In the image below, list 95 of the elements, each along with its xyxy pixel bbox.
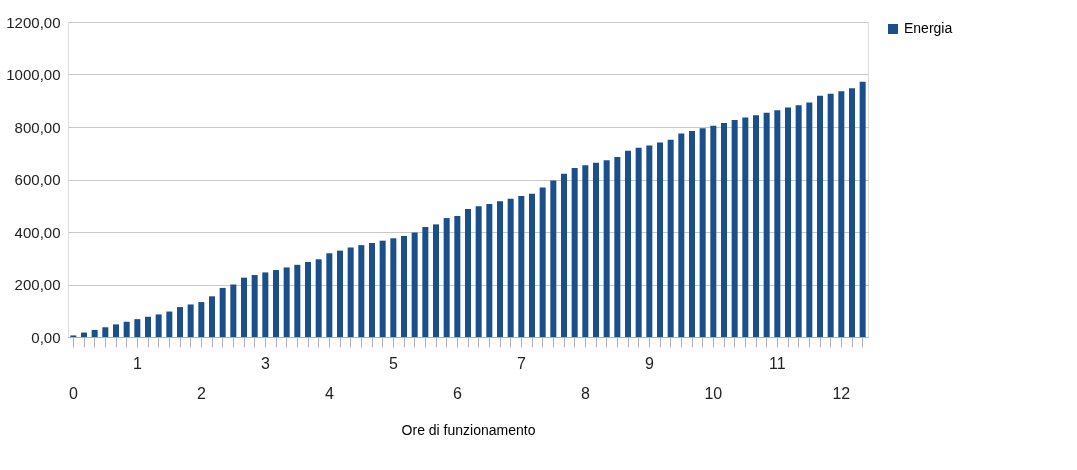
x-tick-label: 3 <box>260 354 270 372</box>
bar <box>155 314 162 337</box>
bar <box>219 287 226 337</box>
bar <box>465 208 471 337</box>
bar <box>699 128 706 337</box>
y-tick-label: 1200,00 <box>6 13 61 31</box>
bar <box>379 240 386 337</box>
bar <box>721 123 727 337</box>
bar <box>283 267 290 337</box>
y-tick-label: 200,00 <box>14 276 61 293</box>
x-tick-label: 4 <box>324 384 334 402</box>
bar <box>561 173 567 337</box>
bar <box>486 203 493 337</box>
bar <box>593 162 599 337</box>
bar <box>113 324 119 337</box>
bar <box>134 319 141 337</box>
bar <box>518 196 525 337</box>
bar <box>241 277 247 337</box>
bar <box>166 311 173 337</box>
bar <box>806 102 813 337</box>
bar <box>507 198 514 337</box>
bar <box>326 253 333 337</box>
bar <box>209 296 215 337</box>
bar <box>774 110 781 337</box>
x-tick-label: 2 <box>196 384 206 402</box>
bar <box>347 247 354 337</box>
bar <box>603 160 610 337</box>
bar <box>667 139 674 337</box>
bar <box>753 115 759 337</box>
bar <box>369 243 375 337</box>
x-tick-label: 7 <box>516 354 526 372</box>
bar <box>251 275 258 337</box>
bar <box>710 125 717 337</box>
bar <box>785 107 791 337</box>
bar <box>827 93 834 337</box>
bar <box>187 304 194 337</box>
bar <box>795 105 802 337</box>
bar <box>230 284 237 337</box>
bar <box>358 245 365 337</box>
bar <box>337 250 343 337</box>
bar <box>475 206 482 337</box>
y-tick-label: 600,00 <box>14 171 61 188</box>
bar <box>294 264 301 337</box>
bar <box>582 165 589 337</box>
bar <box>678 133 685 337</box>
bar <box>177 307 183 337</box>
bar <box>539 187 546 337</box>
bar <box>433 224 439 337</box>
y-tick-label: 0,00 <box>31 328 61 346</box>
bar <box>625 150 631 337</box>
bar <box>454 215 461 337</box>
x-tick-label: 0 <box>68 384 78 402</box>
bar <box>614 156 621 337</box>
bar <box>763 112 770 337</box>
bar <box>859 81 866 337</box>
y-tick-label: 800,00 <box>14 118 61 136</box>
bar <box>145 316 151 337</box>
bar <box>646 145 653 337</box>
bar <box>849 88 855 337</box>
x-axis-title: Ore di funzionamento <box>401 421 536 438</box>
bar <box>838 91 845 337</box>
bar <box>742 117 749 337</box>
bar <box>91 329 98 337</box>
bar <box>657 142 663 337</box>
x-tick-label: 5 <box>388 354 398 372</box>
x-tick-label: 11 <box>769 354 786 372</box>
bar <box>273 270 279 337</box>
legend-label: Energia <box>904 20 953 36</box>
x-tick-label: 1 <box>132 354 142 372</box>
bar <box>529 193 535 337</box>
bar <box>422 227 429 337</box>
x-tick-label: 8 <box>580 384 590 402</box>
x-tick-label: 9 <box>644 354 654 372</box>
bar <box>635 147 642 337</box>
y-tick-label: 1000,00 <box>6 66 61 83</box>
bar <box>262 272 269 337</box>
bar <box>571 167 578 337</box>
bar <box>411 232 418 337</box>
x-tick-label: 10 <box>704 384 723 402</box>
bar <box>817 95 823 337</box>
bar <box>401 235 407 337</box>
bar <box>123 321 130 337</box>
bar <box>305 261 311 337</box>
x-tick-label: 12 <box>832 384 851 402</box>
bar <box>731 119 738 337</box>
bar <box>497 201 503 337</box>
bar <box>315 259 322 337</box>
bar <box>550 180 557 337</box>
x-tick-label: 6 <box>452 384 462 402</box>
bar <box>102 327 109 337</box>
bar <box>198 302 205 337</box>
y-tick-label: 400,00 <box>14 223 61 241</box>
bar <box>689 130 695 337</box>
bar <box>390 238 397 337</box>
bar <box>443 218 450 337</box>
